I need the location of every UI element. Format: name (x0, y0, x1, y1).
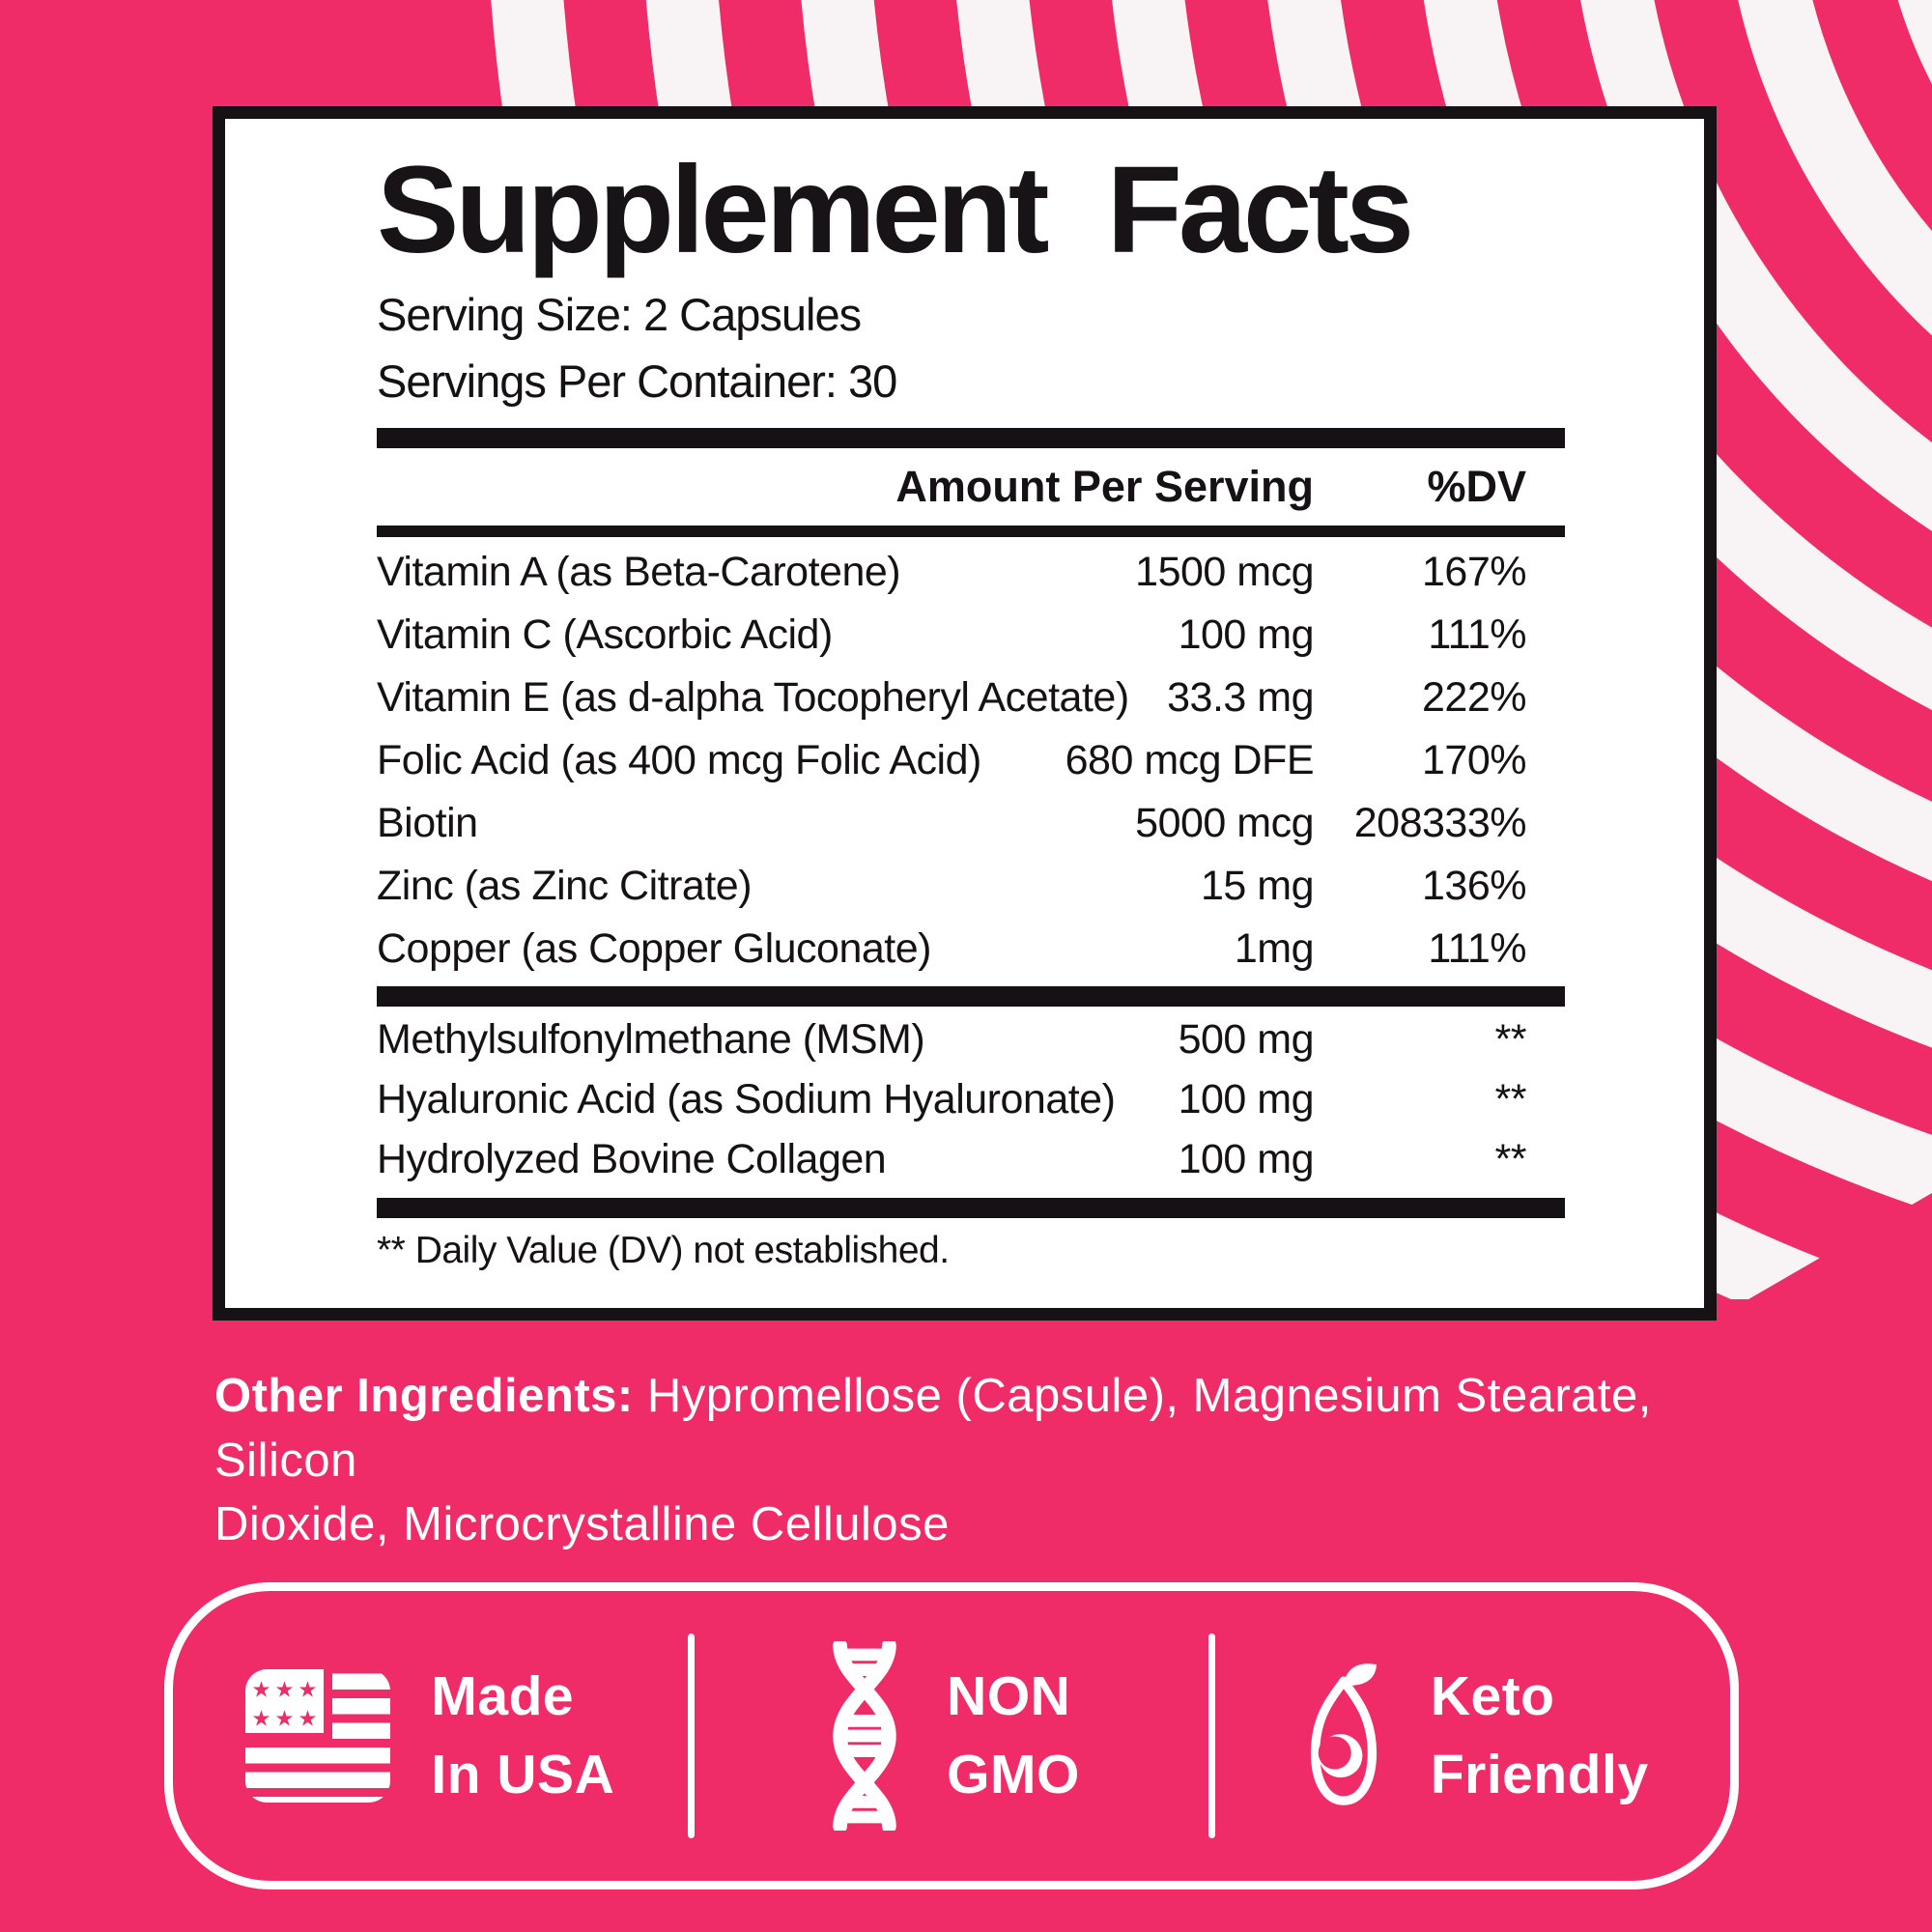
nutrient-amount: 5000 mcg (1135, 799, 1314, 846)
divider-bar (377, 525, 1565, 537)
divider-bar (377, 1197, 1565, 1218)
nutrient-name: Zinc (as Zinc Citrate) (377, 862, 753, 909)
badge-label-line1: NON (947, 1665, 1071, 1728)
nutrient-amount: 1mg (1234, 924, 1315, 972)
badge-label-line1: Keto (1430, 1665, 1555, 1728)
other-ingredients-line1: Other Ingredients: Hypromellose (Capsule… (214, 1364, 1779, 1492)
nutrient-name: Vitamin E (as d-alpha Tocopheryl Acetate… (377, 673, 1129, 721)
nutrient-name: Copper (as Copper Gluconate) (377, 924, 931, 972)
other-ingredients-label: Other Ingredients: (214, 1370, 634, 1422)
divider-bar (377, 985, 1565, 1007)
table-row: Vitamin E (as d-alpha Tocopheryl Acetate… (377, 667, 1565, 729)
other-ingredients-line2: Dioxide, Microcrystalline Cellulose (214, 1498, 950, 1551)
table-row: Hyaluronic Acid (as Sodium Hyaluronate) … (377, 1070, 1565, 1130)
svg-text:★: ★ (298, 1678, 318, 1703)
table-row: Vitamin C (Ascorbic Acid) 100 mg 111% (377, 604, 1565, 667)
serving-size: Serving Size: 2 Capsules (377, 289, 862, 341)
nutrient-name: Vitamin C (Ascorbic Acid) (377, 611, 833, 658)
badges-container: ★ ★ ★ ★ ★ ★ Made In USA (164, 1582, 1739, 1889)
badge-divider (1208, 1634, 1216, 1838)
badge-label: Made In USA (431, 1658, 614, 1814)
table-row: Copper (as Copper Gluconate) 1mg 111% (377, 918, 1565, 980)
nutrient-amount: 100 mg (1178, 1076, 1315, 1123)
table-row: Folic Acid (as 400 mcg Folic Acid) 680 m… (377, 729, 1565, 792)
nutrient-name: Folic Acid (as 400 mcg Folic Acid) (377, 736, 981, 783)
nutrient-dv: ** (1494, 1016, 1527, 1064)
svg-text:★: ★ (275, 1678, 295, 1703)
badge-label-line2: In USA (431, 1744, 615, 1805)
nutrient-name: Vitamin A (as Beta-Carotene) (377, 548, 901, 595)
table-row: Zinc (as Zinc Citrate) 15 mg 136% (377, 855, 1565, 918)
nutrient-amount: 100 mg (1178, 611, 1315, 658)
badge-keto-friendly: Keto Friendly (1215, 1591, 1730, 1881)
badge-label-line1: Made (431, 1665, 575, 1728)
badge-divider (687, 1634, 695, 1838)
other-ingredients-text: Hypromellose (Capsule), Magnesium Steara… (214, 1370, 1652, 1487)
nutrient-dv: ** (1494, 1136, 1527, 1183)
nutrient-name: Hydrolyzed Bovine Collagen (377, 1136, 887, 1183)
nutrient-amount: 1500 mcg (1135, 548, 1314, 595)
svg-text:★: ★ (298, 1707, 318, 1732)
badge-label-line2: Friendly (1430, 1744, 1649, 1805)
servings-per-container: Servings Per Container: 30 (377, 355, 897, 407)
nutrient-amount: 15 mg (1200, 862, 1315, 909)
nutrient-table-section-2: Methylsulfonylmethane (MSM) 500 mg ** Hy… (377, 1010, 1565, 1190)
nutrient-dv: 136% (1422, 862, 1526, 909)
table-row: Hydrolyzed Bovine Collagen 100 mg ** (377, 1130, 1565, 1190)
badge-label: NON GMO (947, 1658, 1080, 1814)
svg-text:★: ★ (252, 1707, 271, 1732)
nutrient-dv: 222% (1422, 673, 1526, 721)
svg-text:★: ★ (275, 1707, 295, 1732)
nutrient-dv: 111% (1428, 924, 1526, 972)
nutrient-name: Hyaluronic Acid (as Sodium Hyaluronate) (377, 1076, 1116, 1123)
badge-label-line2: GMO (947, 1744, 1080, 1805)
dna-icon (833, 1641, 896, 1831)
nutrient-table-section-1: Vitamin A (as Beta-Carotene) 1500 mcg 16… (377, 541, 1565, 980)
nutrient-dv: ** (1494, 1076, 1527, 1123)
table-row: Methylsulfonylmethane (MSM) 500 mg ** (377, 1010, 1565, 1070)
nutrient-name: Biotin (377, 799, 478, 846)
nutrient-dv: 111% (1428, 611, 1526, 658)
nutrient-dv: 208333% (1353, 799, 1527, 846)
other-ingredients: Other Ingredients: Hypromellose (Capsule… (214, 1364, 1779, 1557)
nutrient-dv: 167% (1422, 548, 1526, 595)
nutrient-amount: 33.3 mg (1167, 673, 1314, 721)
divider-bar (377, 427, 1565, 448)
svg-text:★: ★ (252, 1678, 271, 1703)
header-amount-per-serving: Amount Per Serving (895, 461, 1314, 511)
nutrient-dv: 170% (1422, 736, 1526, 783)
table-row: Vitamin A (as Beta-Carotene) 1500 mcg 16… (377, 541, 1565, 604)
nutrient-name: Methylsulfonylmethane (MSM) (377, 1016, 925, 1064)
badge-label: Keto Friendly (1431, 1658, 1649, 1814)
panel-title: Supplement Facts (377, 141, 1414, 279)
nutrient-amount: 500 mg (1178, 1016, 1315, 1064)
supplement-facts-panel: Supplement Facts Serving Size: 2 Capsule… (213, 106, 1717, 1321)
nutrient-amount: 680 mcg DFE (1065, 736, 1315, 783)
usa-flag-icon: ★ ★ ★ ★ ★ ★ (245, 1669, 391, 1803)
avocado-icon (1310, 1662, 1377, 1805)
table-header-row: Amount Per Serving %DV (377, 460, 1565, 514)
nutrient-amount: 100 mg (1178, 1136, 1315, 1183)
badge-non-gmo: NON GMO (695, 1591, 1209, 1881)
header-percent-dv: %DV (1427, 461, 1526, 511)
dv-footnote: ** Daily Value (DV) not established. (377, 1229, 950, 1271)
table-row: Biotin 5000 mcg 208333% (377, 792, 1565, 855)
badge-made-in-usa: ★ ★ ★ ★ ★ ★ Made In USA (173, 1591, 688, 1881)
